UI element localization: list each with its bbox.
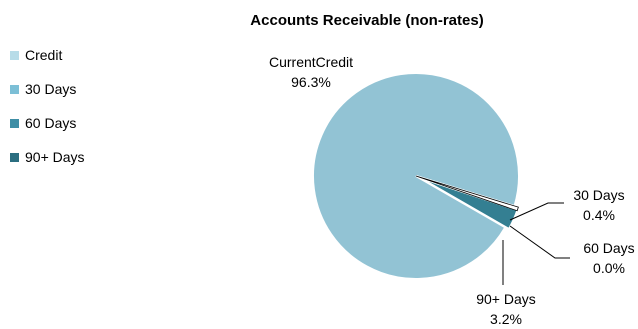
legend-item-30-days: 30 Days — [10, 72, 85, 106]
legend-item-60-days: 60 Days — [10, 106, 85, 140]
legend-label: 90+ Days — [25, 149, 85, 165]
data-label-value: 0.4% — [583, 207, 615, 223]
legend-swatch — [10, 50, 19, 60]
legend-swatch — [10, 84, 19, 94]
legend-label: 60 Days — [25, 115, 77, 131]
data-label-name: 30 Days — [573, 187, 624, 203]
legend-item-credit: Credit — [10, 38, 85, 72]
legend-label: 30 Days — [25, 81, 77, 97]
legend-label: Credit — [25, 47, 63, 63]
chart-title: Accounts Receivable (non-rates) — [250, 12, 484, 29]
data-label-value: 96.3% — [291, 74, 331, 90]
leader-line — [509, 202, 564, 221]
data-label-value: 3.2% — [490, 311, 522, 327]
data-label-name: 60 Days — [583, 240, 634, 256]
data-label-name: CurrentCredit — [269, 54, 353, 70]
leader-line — [509, 225, 570, 259]
legend-swatch — [10, 118, 19, 128]
legend-item-90-plus-days: 90+ Days — [10, 140, 85, 174]
data-label-value: 0.0% — [593, 260, 625, 276]
legend-swatch — [10, 152, 19, 162]
pie-slice-30-days-outline — [415, 175, 519, 212]
pie-slice-currentcredit — [312, 72, 520, 280]
data-label-name: 90+ Days — [476, 291, 536, 307]
legend: Credit 30 Days 60 Days 90+ Days — [10, 38, 85, 174]
